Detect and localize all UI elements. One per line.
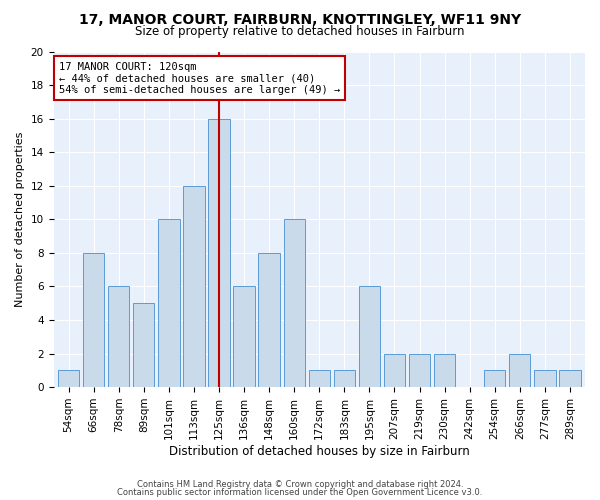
- Bar: [233, 286, 255, 387]
- Bar: [534, 370, 556, 387]
- Bar: [183, 186, 205, 387]
- Bar: [334, 370, 355, 387]
- Bar: [559, 370, 581, 387]
- Bar: [409, 354, 430, 387]
- Bar: [284, 220, 305, 387]
- Bar: [208, 118, 230, 387]
- X-axis label: Distribution of detached houses by size in Fairburn: Distribution of detached houses by size …: [169, 444, 470, 458]
- Text: Size of property relative to detached houses in Fairburn: Size of property relative to detached ho…: [135, 25, 465, 38]
- Bar: [384, 354, 405, 387]
- Bar: [259, 253, 280, 387]
- Bar: [133, 303, 154, 387]
- Bar: [58, 370, 79, 387]
- Bar: [308, 370, 330, 387]
- Bar: [158, 220, 179, 387]
- Bar: [484, 370, 505, 387]
- Bar: [108, 286, 130, 387]
- Bar: [434, 354, 455, 387]
- Y-axis label: Number of detached properties: Number of detached properties: [15, 132, 25, 307]
- Bar: [359, 286, 380, 387]
- Text: 17, MANOR COURT, FAIRBURN, KNOTTINGLEY, WF11 9NY: 17, MANOR COURT, FAIRBURN, KNOTTINGLEY, …: [79, 12, 521, 26]
- Text: Contains HM Land Registry data © Crown copyright and database right 2024.: Contains HM Land Registry data © Crown c…: [137, 480, 463, 489]
- Bar: [83, 253, 104, 387]
- Text: Contains public sector information licensed under the Open Government Licence v3: Contains public sector information licen…: [118, 488, 482, 497]
- Text: 17 MANOR COURT: 120sqm
← 44% of detached houses are smaller (40)
54% of semi-det: 17 MANOR COURT: 120sqm ← 44% of detached…: [59, 62, 340, 95]
- Bar: [509, 354, 530, 387]
